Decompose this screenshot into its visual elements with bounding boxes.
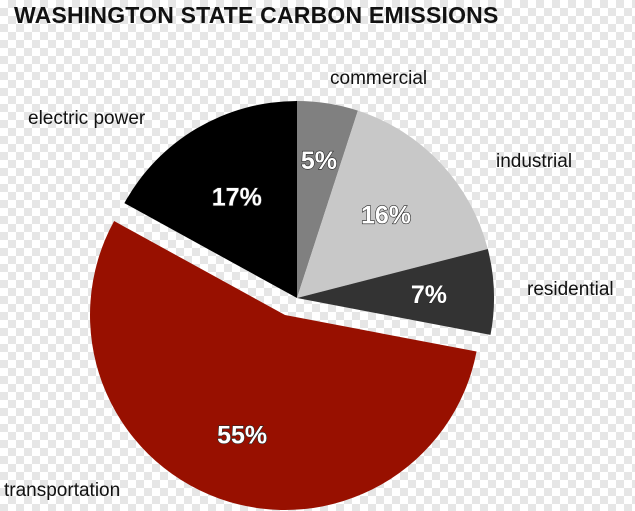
slice-label-electric-power: electric power: [28, 108, 146, 129]
slice-value-residential: 7%: [411, 281, 447, 309]
slice-label-industrial: industrial: [496, 151, 572, 172]
slice-label-transportation: transportation: [4, 480, 120, 501]
slice-label-commercial: commercial: [330, 68, 427, 89]
pie-slice-residential: [297, 249, 494, 335]
slice-value-electric-power: 17%: [212, 183, 262, 211]
pie-slices: [90, 101, 494, 510]
slice-value-transportation: 55%: [217, 421, 267, 449]
slice-value-industrial: 16%: [361, 201, 411, 229]
slice-label-residential: residential: [527, 279, 614, 300]
pie-slice-electric-power: [124, 101, 298, 298]
chart-title: WASHINGTON STATE CARBON EMISSIONS: [14, 2, 499, 28]
pie-slice-transportation: [90, 221, 477, 510]
slice-value-commercial: 5%: [301, 147, 337, 175]
pie-slice-industrial: [297, 110, 488, 298]
pie-slice-commercial: [297, 101, 358, 298]
pie-labels: 5% commercial 16% industrial 7% residential 55…: [4, 68, 614, 501]
